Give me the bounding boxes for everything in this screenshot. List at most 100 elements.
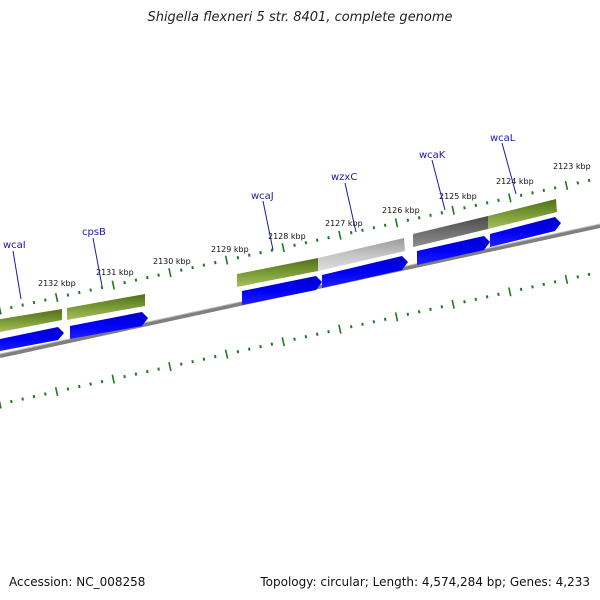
cds-arrow[interactable] <box>417 236 490 265</box>
major-tick <box>564 180 569 190</box>
major-tick <box>508 287 512 297</box>
minor-tick <box>123 280 126 285</box>
minor-tick <box>32 394 36 399</box>
ruler-label: 2131 kbp <box>96 268 134 277</box>
gene-feature-wcaI[interactable] <box>0 309 62 333</box>
gene-label-wzxC[interactable]: wzxC <box>331 172 357 183</box>
major-tick <box>224 349 229 359</box>
minor-tick <box>406 312 410 316</box>
lower-ruler <box>0 272 591 409</box>
gene-label-wcaI[interactable]: wcaI <box>3 240 26 251</box>
minor-tick <box>100 285 104 290</box>
minor-tick <box>191 265 194 270</box>
minor-tick <box>361 228 364 232</box>
minor-tick <box>383 223 387 227</box>
minor-tick <box>372 226 376 230</box>
cds-arrow[interactable] <box>490 217 561 247</box>
major-tick <box>451 299 455 309</box>
minor-tick <box>123 374 126 379</box>
ruler-label: 2129 kbp <box>211 245 249 254</box>
minor-tick <box>78 290 81 295</box>
minor-tick <box>440 305 444 309</box>
gene-feature-wcaJ[interactable] <box>237 258 318 287</box>
minor-tick <box>474 203 478 207</box>
minor-tick <box>66 293 70 297</box>
minor-tick <box>383 317 387 321</box>
minor-tick <box>259 250 262 255</box>
minor-tick <box>485 295 489 299</box>
ruler-label: 2126 kbp <box>382 206 420 215</box>
minor-tick <box>315 332 319 336</box>
upper-ruler <box>0 178 591 315</box>
minor-tick <box>417 216 421 220</box>
minor-tick <box>134 278 138 282</box>
minor-tick <box>78 384 81 389</box>
major-tick <box>281 337 285 347</box>
gene-label-wcaL[interactable]: wcaL <box>490 133 516 144</box>
major-tick <box>338 324 342 334</box>
minor-tick <box>361 322 364 326</box>
major-tick <box>394 312 399 322</box>
cds-arrow[interactable] <box>0 327 64 352</box>
ruler-label: 2128 kbp <box>268 232 306 241</box>
cds-arrow[interactable] <box>322 256 408 288</box>
minor-tick <box>576 181 580 185</box>
gene-track <box>0 199 557 333</box>
gene-label-leaders <box>12 142 517 300</box>
minor-tick <box>134 372 138 376</box>
minor-tick <box>270 248 274 252</box>
major-tick <box>54 292 59 303</box>
gene-label-wcaJ[interactable]: wcaJ <box>251 191 274 202</box>
minor-tick <box>179 362 183 366</box>
minor-tick <box>247 253 251 257</box>
cds-arrow[interactable] <box>242 276 322 305</box>
minor-tick <box>100 379 104 384</box>
minor-tick <box>202 357 206 361</box>
minor-tick <box>440 211 444 215</box>
minor-tick <box>304 241 308 245</box>
gene-feature-wcaL[interactable] <box>488 199 557 229</box>
gene-feature-cpsB[interactable] <box>67 294 145 320</box>
accession-label: Accession: NC_008258 <box>9 575 146 589</box>
ruler-label: 2123 kbp <box>553 162 591 171</box>
minor-tick <box>145 275 149 280</box>
minor-tick <box>21 397 24 401</box>
minor-tick <box>213 354 217 359</box>
major-tick <box>168 362 172 372</box>
minor-tick <box>315 238 319 242</box>
minor-tick <box>89 288 92 292</box>
minor-tick <box>270 342 274 346</box>
minor-tick <box>32 300 36 305</box>
minor-tick <box>66 387 70 391</box>
minor-tick <box>463 206 466 210</box>
major-tick <box>564 274 569 284</box>
genome-summary: Topology: circular; Length: 4,574,284 bp… <box>260 575 590 589</box>
minor-tick <box>89 382 92 386</box>
major-tick <box>168 268 172 278</box>
minor-tick <box>327 236 330 240</box>
minor-tick <box>293 337 296 341</box>
minor-tick <box>542 282 546 287</box>
minor-tick <box>587 272 591 277</box>
minor-tick <box>10 399 13 404</box>
gene-feature-wzxC[interactable] <box>318 238 405 271</box>
minor-tick <box>213 260 217 265</box>
minor-tick <box>236 349 240 354</box>
minor-tick <box>587 178 591 183</box>
major-tick <box>508 193 512 203</box>
minor-tick <box>145 369 149 374</box>
minor-tick <box>519 193 523 198</box>
minor-tick <box>576 275 580 279</box>
major-tick <box>451 205 455 215</box>
gene-label-wcaK[interactable]: wcaK <box>419 150 446 161</box>
major-tick <box>224 255 229 265</box>
minor-tick <box>531 191 534 195</box>
minor-tick <box>531 285 534 289</box>
cds-arrow[interactable] <box>70 312 148 339</box>
minor-tick <box>519 287 523 292</box>
major-tick <box>111 280 116 290</box>
gene-feature-wcaK[interactable] <box>413 216 488 247</box>
major-tick <box>54 386 59 397</box>
gene-label-cpsB[interactable]: cpsB <box>82 227 106 238</box>
